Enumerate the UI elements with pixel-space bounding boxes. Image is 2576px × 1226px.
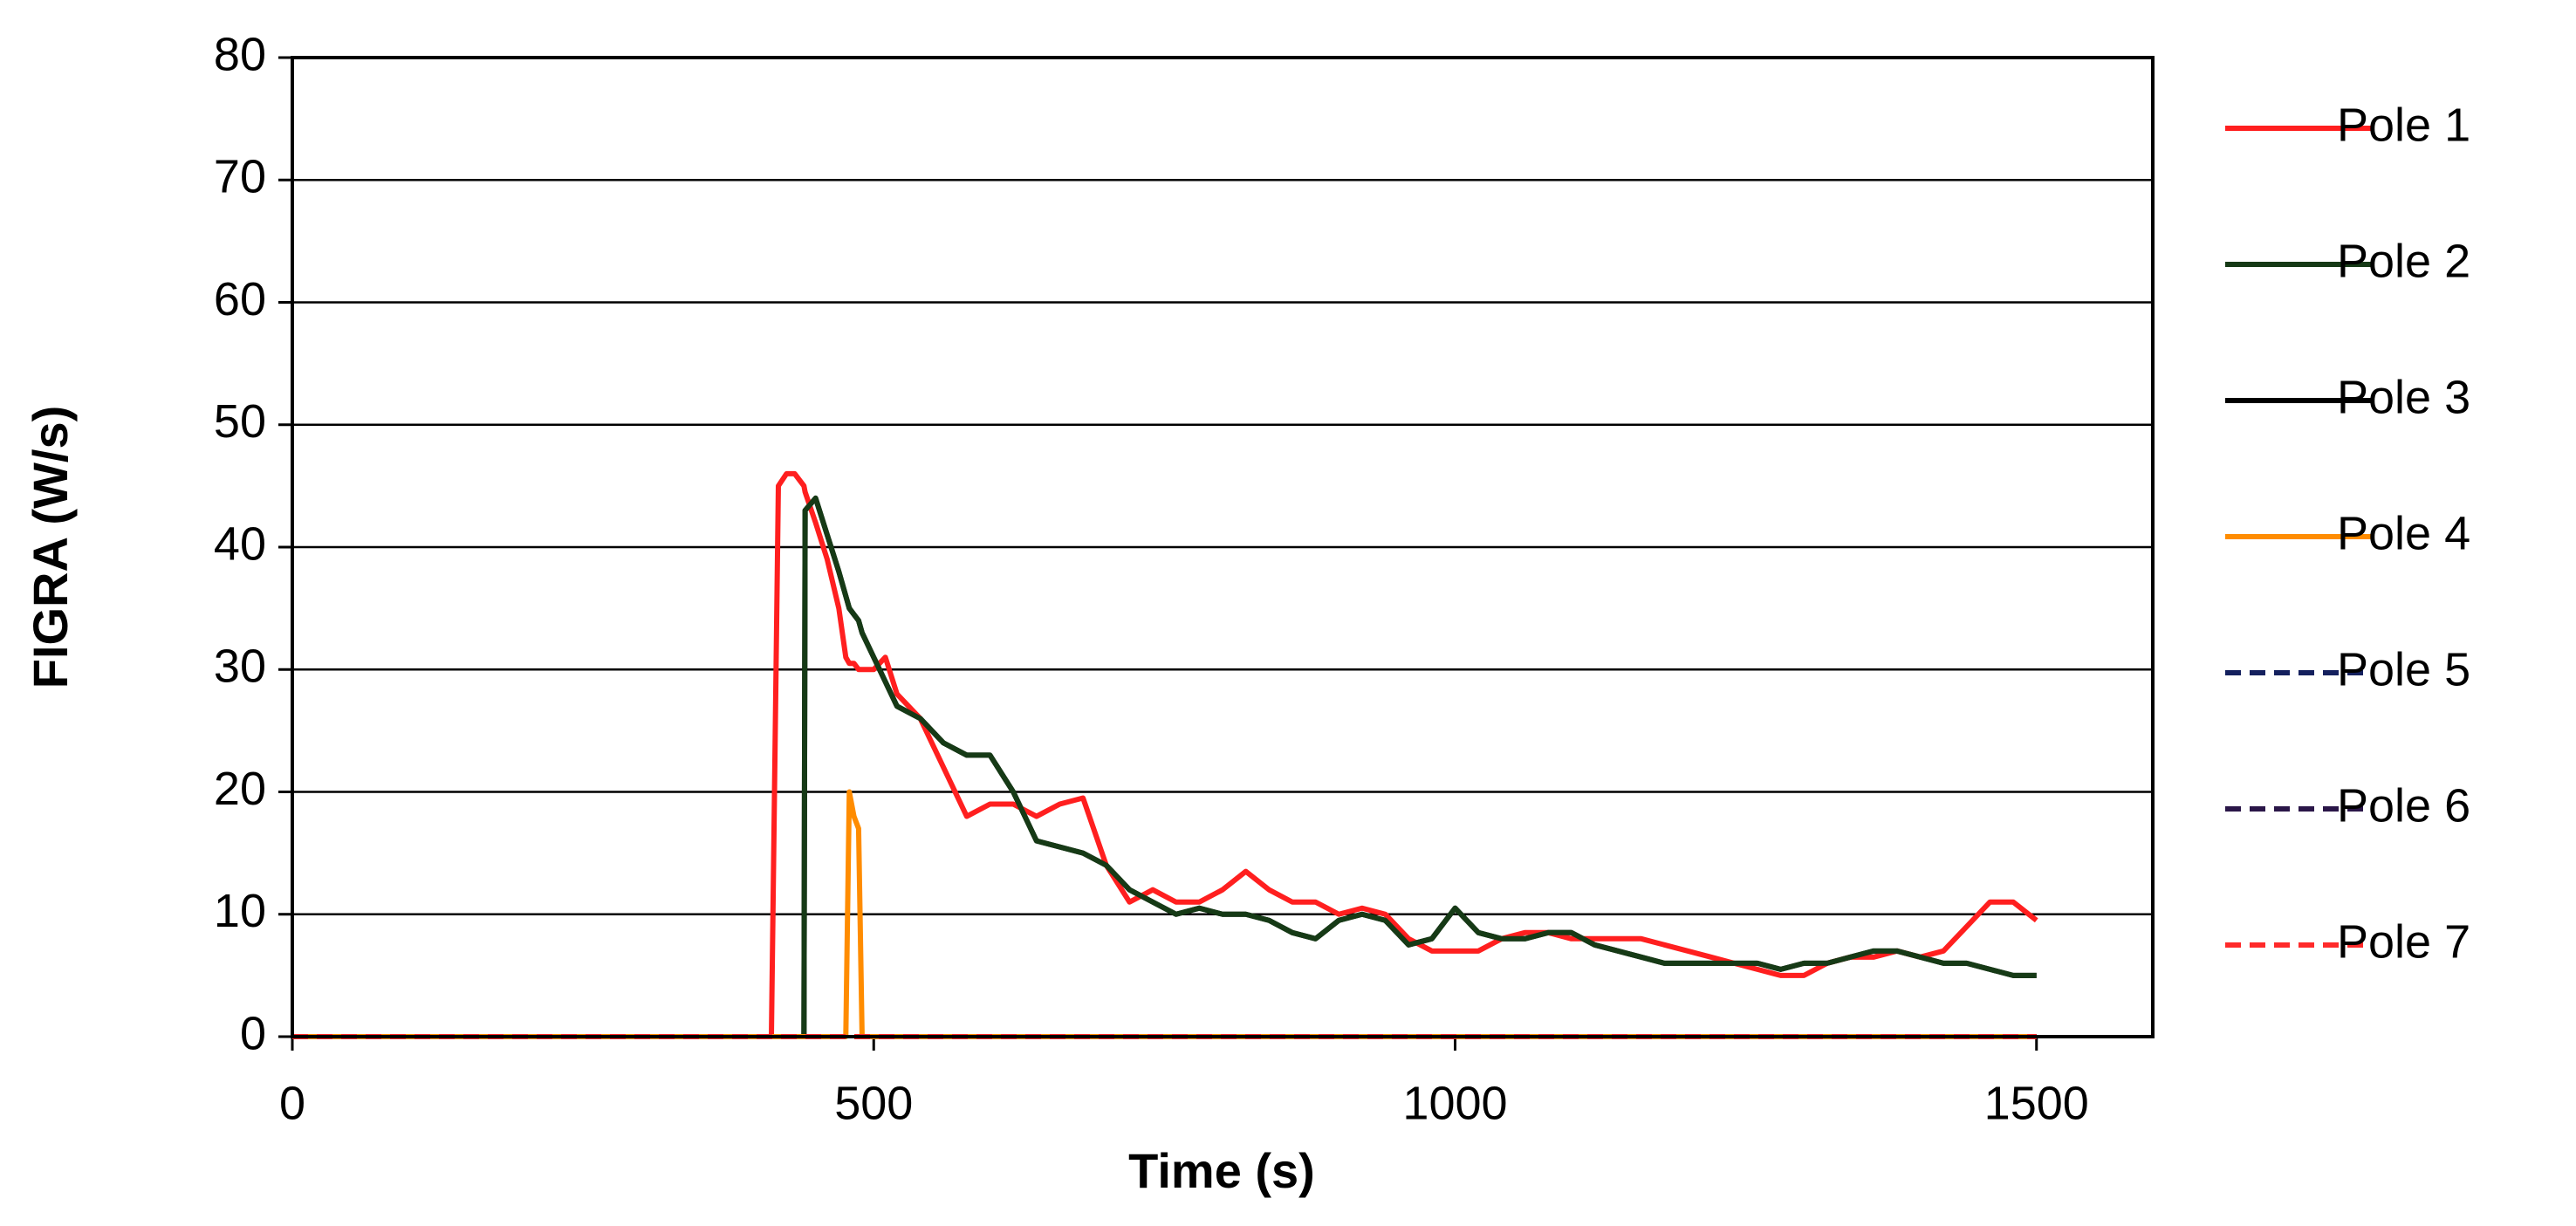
- y-tick-label: 20: [214, 763, 266, 815]
- x-tick-label: 1500: [1984, 1077, 2089, 1129]
- y-tick-label: 80: [214, 28, 266, 80]
- y-tick-label: 10: [214, 885, 266, 937]
- y-tick-label: 40: [214, 517, 266, 570]
- legend-label: Pole 5: [2337, 643, 2470, 695]
- x-axis-title: Time (s): [1128, 1143, 1315, 1198]
- y-tick-label: 50: [214, 395, 266, 448]
- y-tick-label: 30: [214, 640, 266, 693]
- legend-label: Pole 4: [2337, 507, 2470, 559]
- legend-label: Pole 7: [2337, 915, 2470, 968]
- legend-label: Pole 1: [2337, 99, 2470, 151]
- plot-frame: [291, 56, 2155, 1038]
- y-axis-title: FIGRA (W/s): [23, 406, 78, 689]
- data-line: [292, 495, 2037, 1039]
- y-tick-label: 60: [214, 273, 266, 325]
- x-tick-label: 500: [834, 1077, 913, 1129]
- x-tick-label: 1000: [1402, 1077, 1507, 1129]
- y-tick-label: 70: [214, 151, 266, 203]
- legend-label: Pole 2: [2337, 235, 2470, 287]
- x-tick-label: 0: [279, 1077, 305, 1129]
- data-line: [292, 470, 2038, 1039]
- legend-label: Pole 6: [2337, 779, 2470, 832]
- legend-label: Pole 3: [2337, 371, 2470, 423]
- y-tick-label: 0: [240, 1007, 266, 1059]
